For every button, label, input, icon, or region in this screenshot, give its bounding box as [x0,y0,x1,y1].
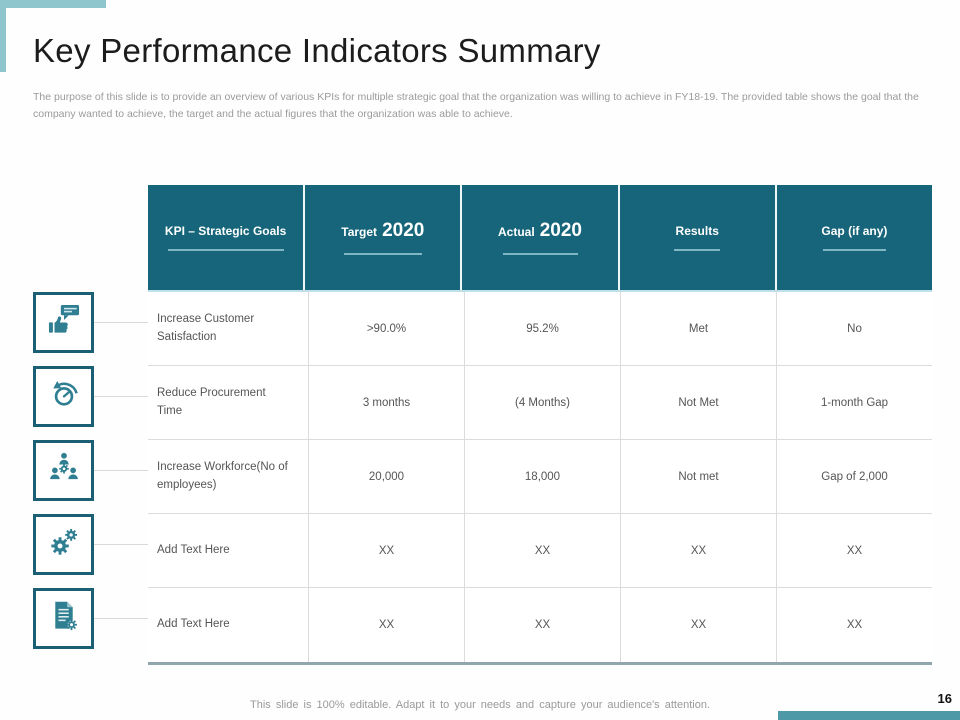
gap-cell: 1-month Gap [820,396,889,409]
gap-cell: Gap of 2,000 [821,470,888,483]
connector-line [94,322,148,323]
page-title: Key Performance Indicators Summary [33,32,601,69]
editable-note: This slide is 100% editable. Adapt it to… [250,699,710,711]
table-row: Increase Workforce(No of employees) 20,0… [148,440,932,514]
gap-cell: XX [846,619,863,631]
header-underline [502,253,578,255]
header-underline [674,249,721,251]
procurement-time-icon [45,375,83,418]
workforce-icon [45,449,83,492]
goal-cell: Increase Customer Satisfaction [148,292,309,365]
goal-cell: Reduce Procurement Time [148,366,309,439]
goal-cell: Add Text Here [148,588,309,662]
gap-cell: No [847,322,862,335]
header-underline [343,253,422,255]
header-gap: Gap (if any) [777,185,932,290]
connector-line [94,396,148,397]
header-label: Gap (if any) [821,224,888,238]
goal-cell: Add Text Here [148,514,309,587]
table-row: Add Text Here XX XX XX XX [148,514,932,588]
connector-line [94,618,148,619]
actual-cell: XX [465,588,621,662]
connector-line [94,470,148,471]
document-settings-icon [45,597,83,640]
results-cell: Not Met [621,366,777,439]
connector-line [94,544,148,545]
kpi-table: KPI – Strategic Goals Target 2020 Actual 2… [148,185,932,665]
kpi-table-body: Increase Customer Satisfaction >90.0% 95… [148,290,932,665]
left-accent-bar [0,0,6,72]
icon-box-document-settings [33,588,94,649]
table-row: Reduce Procurement Time 3 months (4 Mont… [148,366,932,440]
target-cell: 20,000 [309,440,465,513]
header-target-2020: Target 2020 [305,185,463,290]
actual-cell: (4 Months) [465,366,621,439]
table-row: Add Text Here XX XX XX XX [148,588,932,662]
icon-box-workforce [33,440,94,501]
target-cell: XX [309,588,465,662]
results-cell: Met [621,292,777,365]
icon-box-procurement-time [33,366,94,427]
slide-description: The purpose of this slide is to provide … [33,91,919,120]
kpi-table-header: KPI – Strategic Goals Target 2020 Actual 2… [148,185,932,290]
header-label: Actual [498,225,535,239]
results-cell: Not met [621,440,777,513]
page-number: 16 [937,691,952,706]
actual-cell: XX [465,514,621,587]
header-year: 2020 [539,220,582,241]
actual-cell: 18,000 [465,440,621,513]
table-row: Increase Customer Satisfaction >90.0% 95… [148,292,932,366]
target-cell: >90.0% [309,292,465,365]
header-kpi-strategic-goals: KPI – Strategic Goals [148,185,306,290]
icon-box-gears [33,514,94,575]
header-year: 2020 [382,220,425,241]
header-actual-2020: Actual 2020 [462,185,620,290]
customer-satisfaction-icon [45,301,83,344]
top-accent-bar [0,0,106,8]
gap-cell: XX [846,544,863,557]
header-label: Target [341,225,378,239]
target-cell: 3 months [309,366,465,439]
header-underline [167,249,284,251]
goal-cell: Increase Workforce(No of employees) [148,440,309,513]
results-cell: XX [621,514,777,587]
header-results: Results [620,185,777,290]
bottom-accent-bar [778,711,960,720]
icon-box-customer-satisfaction [33,292,94,353]
actual-cell: 95.2% [465,292,621,365]
target-cell: XX [309,514,465,587]
header-label: Results [675,224,719,238]
header-underline [822,249,886,251]
gears-icon [45,523,83,566]
header-label: KPI – Strategic Goals [164,224,287,238]
results-cell: XX [621,588,777,662]
